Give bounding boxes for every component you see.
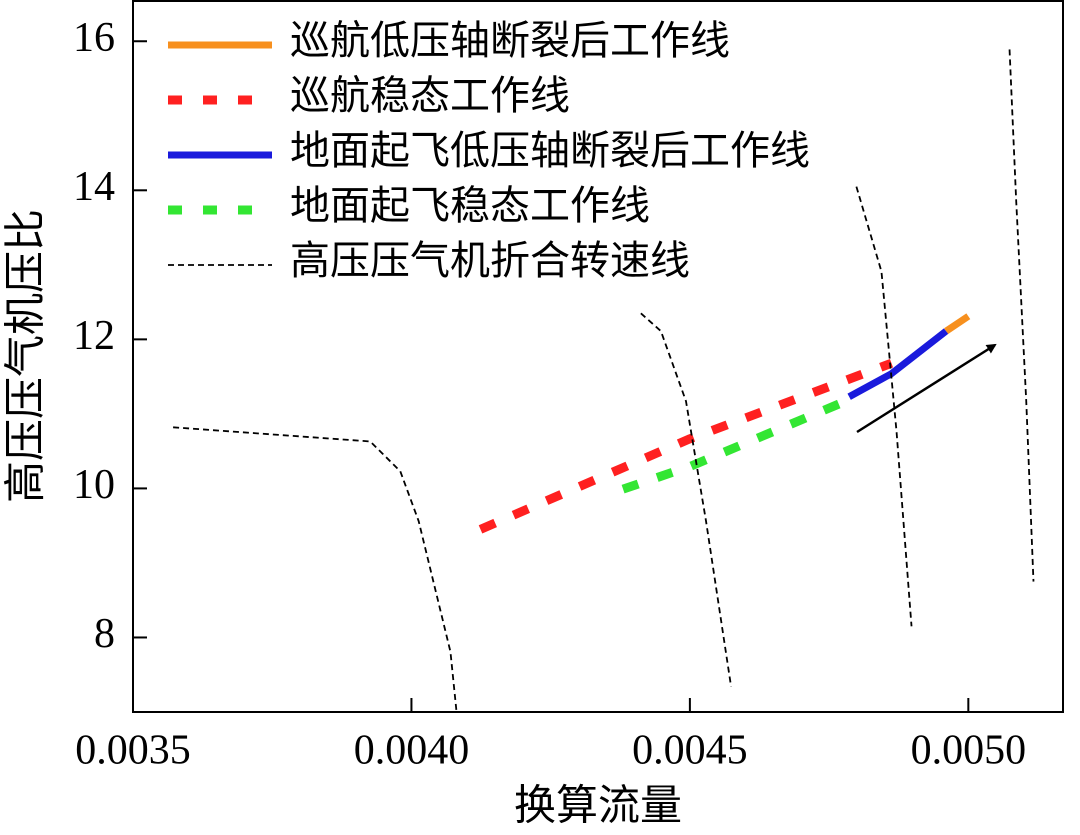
y-tick-label: 10 xyxy=(73,462,115,508)
x-tick-label: 0.0035 xyxy=(75,728,191,774)
y-tick-label: 14 xyxy=(73,164,115,210)
x-tick-label: 0.0045 xyxy=(632,728,748,774)
y-axis-label: 高压压气机压比 xyxy=(4,209,50,503)
legend-label: 地面起飞稳态工作线 xyxy=(290,183,650,228)
x-tick-label: 0.0040 xyxy=(354,728,470,774)
series-line xyxy=(944,313,971,335)
legend-label: 地面起飞低压轴断裂后工作线 xyxy=(290,128,810,173)
plot-frame xyxy=(132,0,1064,713)
series-line xyxy=(478,358,894,534)
legend-label: 巡航稳态工作线 xyxy=(290,73,570,118)
y-tick-label: 8 xyxy=(94,611,115,657)
x-axis-label: 换算流量 xyxy=(514,784,682,830)
series-line xyxy=(847,328,949,400)
series-line xyxy=(621,395,851,494)
trend-arrow xyxy=(856,343,997,434)
y-tick-label: 12 xyxy=(73,313,115,359)
series-line xyxy=(173,49,1035,713)
legend-label: 巡航低压轴断裂后工作线 xyxy=(290,18,730,63)
legend-label: 高压压气机折合转速线 xyxy=(290,238,690,283)
x-tick-label: 0.0050 xyxy=(911,728,1027,774)
y-tick-label: 16 xyxy=(73,15,115,61)
